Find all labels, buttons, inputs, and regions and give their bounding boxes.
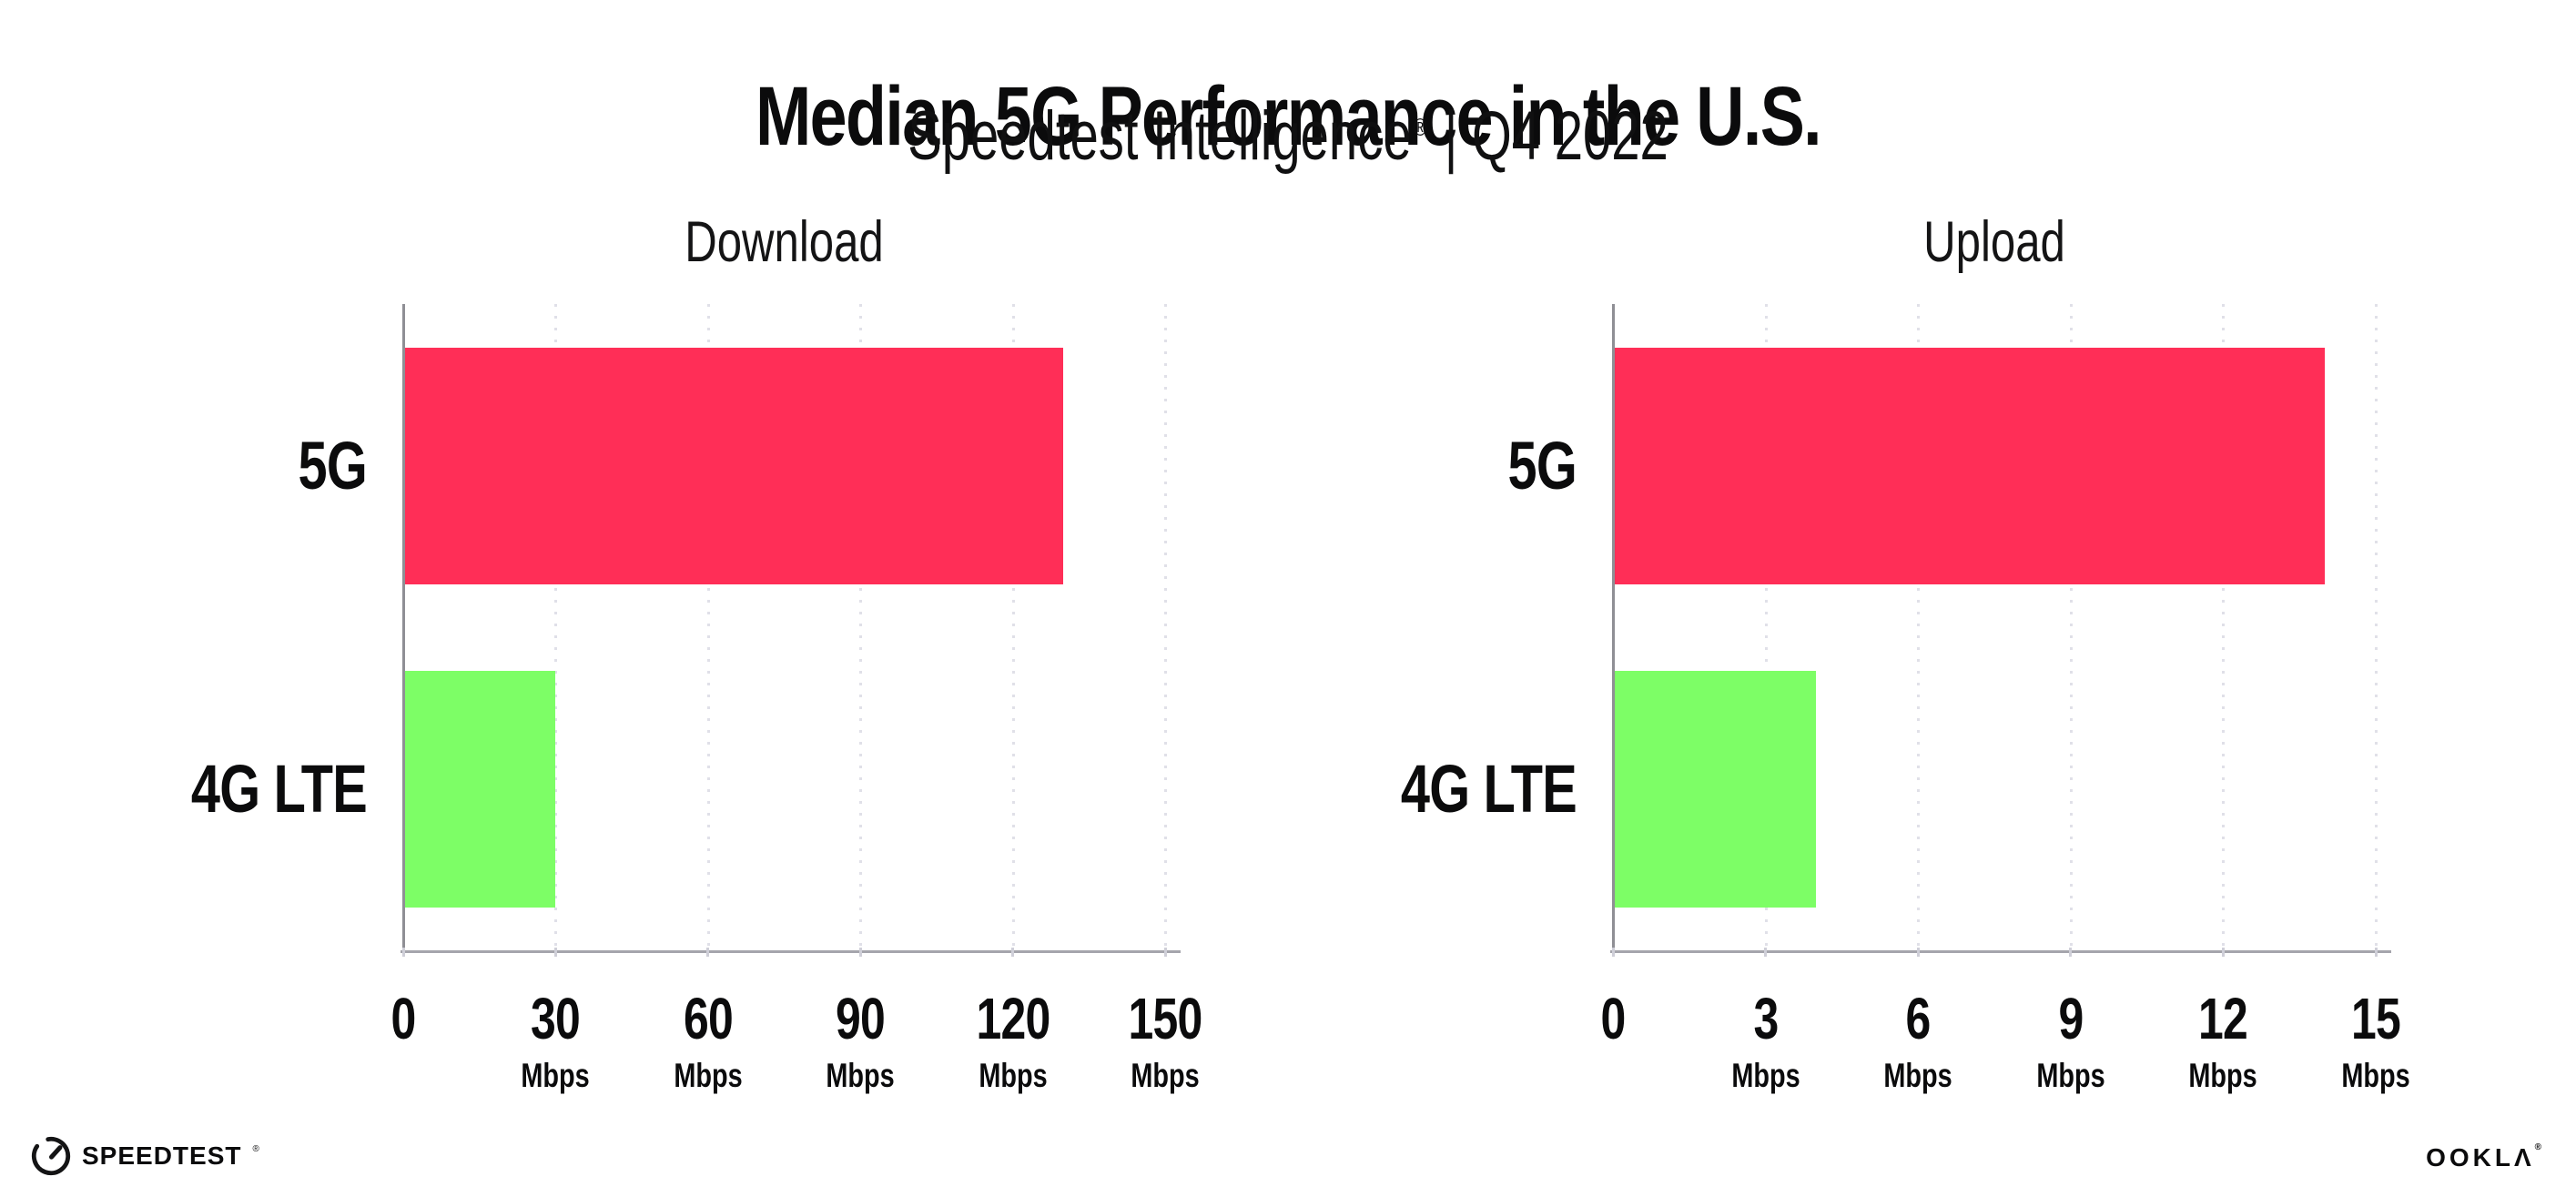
tick-unit-label: Mbps	[2036, 1057, 2105, 1094]
tick-label: 60	[683, 986, 734, 1051]
tick-unit-label: Mbps	[826, 1057, 895, 1094]
y-axis-line	[1612, 304, 1615, 954]
tick-label: 30	[531, 986, 581, 1051]
category-label-4g-lte: 4G LTE	[190, 751, 368, 827]
tick-mark	[401, 948, 405, 957]
gridline	[1764, 304, 1768, 951]
tick-label: 9	[2058, 986, 2084, 1051]
plot-area	[403, 304, 1178, 951]
subtitle-registered-mark: ®	[1413, 113, 1427, 141]
category-label-4g-lte: 4G LTE	[1400, 751, 1577, 827]
chart-title: Upload	[1923, 210, 2065, 274]
bar-4g-lte	[1613, 671, 1817, 908]
category-label-5g: 5G	[298, 427, 368, 503]
x-axis-line	[1610, 950, 2391, 953]
page-title: Median 5G Performance in the U.S.	[755, 69, 1822, 163]
tick-label: 0	[390, 986, 417, 1051]
gridline	[2222, 304, 2226, 951]
subtitle-period: | Q4 2022	[1444, 97, 1668, 175]
speedtest-logo: SPEEDTEST ®	[31, 1136, 259, 1176]
ookla-logo: OOKLΛ®	[2426, 1141, 2545, 1172]
tick-label: 3	[1753, 986, 1779, 1051]
chart-subtitle: Speedtest Intelligence® | Q4 2022	[335, 96, 2241, 176]
tick-unit-label: Mbps	[674, 1057, 743, 1094]
speedtest-registered-mark: ®	[252, 1143, 259, 1154]
tick-mark	[1163, 948, 1167, 957]
category-label-5g: 5G	[1507, 427, 1577, 503]
tick-mark	[1916, 948, 1920, 957]
tick-mark	[706, 948, 710, 957]
tick-label: 90	[836, 986, 886, 1051]
tick-unit-label: Mbps	[1883, 1057, 1952, 1094]
tick-unit-label: Mbps	[2188, 1057, 2258, 1094]
speedtest-gauge-icon	[31, 1136, 71, 1176]
gridline	[1164, 304, 1167, 951]
tick-unit-label: Mbps	[521, 1057, 591, 1094]
tick-unit-label: Mbps	[978, 1057, 1048, 1094]
gridline	[1917, 304, 1921, 951]
bar-5g	[1613, 347, 2326, 584]
gridline	[706, 304, 710, 951]
x-axis-line	[401, 950, 1181, 953]
plot-area	[1613, 304, 2388, 951]
chart-title: Download	[685, 210, 884, 274]
subtitle-brand: Speedtest Intelligence	[908, 97, 1412, 175]
tick-mark	[553, 948, 557, 957]
gridline	[554, 304, 558, 951]
tick-label: 12	[2198, 986, 2248, 1051]
tick-mark	[1611, 948, 1615, 957]
tick-label: 150	[1128, 986, 1203, 1051]
tick-label: 15	[2351, 986, 2401, 1051]
gridline	[2375, 304, 2378, 951]
ookla-wordmark: OOKLΛ	[2426, 1143, 2535, 1172]
speedtest-wordmark: SPEEDTEST	[82, 1141, 242, 1170]
tick-label: 0	[1600, 986, 1627, 1051]
gridline	[859, 304, 863, 951]
bar-4g-lte	[403, 671, 556, 908]
tick-mark	[2221, 948, 2225, 957]
tick-unit-label: Mbps	[1131, 1057, 1200, 1094]
gridline	[2069, 304, 2073, 951]
tick-unit-label: Mbps	[2341, 1057, 2410, 1094]
tick-mark	[1764, 948, 1768, 957]
tick-label: 6	[1905, 986, 1932, 1051]
tick-unit-label: Mbps	[1730, 1057, 1800, 1094]
tick-mark	[2374, 948, 2378, 957]
y-axis-line	[402, 304, 405, 954]
tick-label: 120	[976, 986, 1050, 1051]
tick-mark	[858, 948, 862, 957]
tick-mark	[2069, 948, 2073, 957]
tick-mark	[1011, 948, 1015, 957]
bar-5g	[403, 347, 1064, 584]
gridline	[1011, 304, 1015, 951]
ookla-registered-mark: ®	[2534, 1141, 2545, 1152]
